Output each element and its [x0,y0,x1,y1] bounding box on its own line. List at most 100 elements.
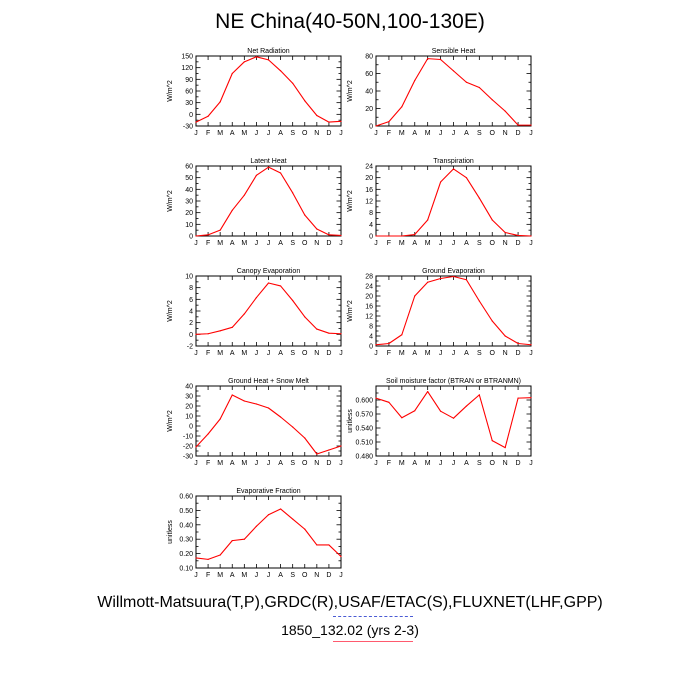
data-point [388,235,390,237]
y-axis-label: unitless [167,520,174,544]
panel-title: Soil moisture factor (BTRAN or BTRANMN) [386,378,521,385]
x-tick-label: M [425,460,431,467]
data-point [504,110,506,112]
x-tick-label: D [326,572,331,579]
x-tick-label: J [529,460,533,467]
x-tick-label: A [464,130,469,137]
y-axis-label: W/m^2 [167,300,174,322]
x-tick-label: O [490,350,496,357]
y-tick-label: 16 [365,187,373,194]
y-tick-label: 0.570 [355,412,373,419]
x-tick-label: F [387,350,391,357]
data-point [328,449,330,451]
data-point [316,544,318,546]
x-tick-label: M [241,240,247,247]
data-point [243,61,245,63]
data-point [530,235,532,237]
data-point [465,279,468,281]
x-tick-label: A [278,460,283,467]
data-point [427,281,429,283]
x-tick-label: M [425,240,431,247]
data-point [255,296,258,299]
y-tick-label: 0.40 [179,522,193,529]
y-tick-label: 40 [365,89,373,96]
data-point [504,335,506,337]
panel-title: Latent Heat [250,158,286,165]
data-point [219,101,221,103]
y-tick-label: 12 [365,314,373,321]
series-line [195,508,342,560]
x-tick-label: A [230,240,235,247]
x-tick-label: J [339,240,343,247]
data-point [530,397,532,399]
panel-title: Ground Heat + Snow Melt [228,378,309,385]
y-tick-label: 10 [185,222,193,229]
data-point [375,235,377,237]
series-line [375,391,532,449]
x-tick-label: A [464,460,469,467]
data-point [304,214,306,216]
x-tick-label: A [412,460,417,467]
data-point [292,82,294,84]
data-point [328,234,330,236]
data-point [279,172,282,174]
data-point [207,115,209,117]
x-tick-label: J [529,350,533,357]
series-line [376,168,532,237]
data-point [491,99,493,101]
data-point [478,86,480,89]
data-point [195,333,197,335]
data-point [427,58,429,60]
y-tick-label: 80 [365,54,373,61]
data-point [491,440,493,442]
data-point [304,100,306,102]
x-tick-label: M [399,130,405,137]
y-tick-label: -20 [183,444,193,451]
data-point [375,125,377,127]
x-tick-label: N [314,350,319,357]
x-tick-label: M [399,350,405,357]
x-tick-label: O [302,130,308,137]
y-tick-label: 16 [365,304,373,311]
x-tick-label: J [529,130,533,137]
y-tick-label: 0 [189,424,193,431]
plot-frame [375,385,532,457]
data-point [439,58,442,61]
series-line [195,166,342,237]
data-point [231,394,233,396]
data-point [504,447,506,449]
data-point [304,437,306,439]
x-tick-label: O [490,240,496,247]
y-tick-label: 0.600 [355,398,373,405]
x-tick-label: A [412,240,417,247]
data-point [207,433,209,435]
x-tick-label: J [194,572,198,579]
data-point [414,233,416,236]
x-tick-label: D [516,240,521,247]
x-tick-label: S [290,460,295,467]
x-tick-label: A [278,240,283,247]
x-tick-label: N [503,350,508,357]
y-tick-label: 0.20 [179,551,193,558]
y-axis-label: W/m^2 [167,410,174,432]
x-tick-label: J [267,240,271,247]
x-tick-label: J [374,240,378,247]
data-point [517,234,519,237]
y-tick-label: 60 [185,164,193,171]
data-point [491,219,493,221]
data-point [195,235,197,237]
series-line [195,394,342,455]
series-line [375,58,531,127]
y-tick-label: 0.60 [179,494,193,501]
plot-frame [195,385,342,457]
data-point [340,445,342,447]
panel-title: Net Radiation [247,48,290,55]
data-point [316,453,318,455]
y-tick-label: 150 [181,54,193,61]
data-point [427,219,429,221]
data-point [219,330,221,332]
